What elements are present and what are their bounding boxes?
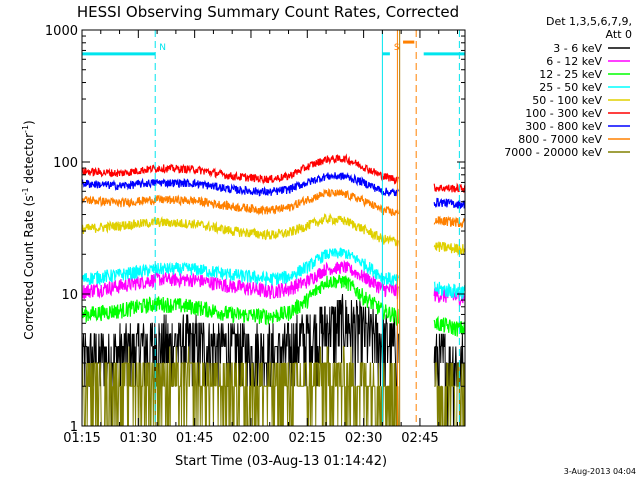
plot-frame	[81, 29, 466, 427]
legend-label-1: 3 - 6 keV	[553, 42, 602, 55]
series-2-segment-1	[81, 259, 399, 300]
x-tick-label: 01:45	[176, 431, 213, 446]
y-axis-label-end: )	[22, 120, 36, 125]
y-axis-label-mid: detector	[22, 133, 36, 188]
series-5-segment-1	[81, 212, 399, 247]
series-8-segment-2	[433, 215, 466, 229]
legend-label-5: 50 - 100 keV	[532, 94, 602, 107]
series-4-segment-1	[81, 247, 399, 286]
status-bar-label-n: N	[159, 43, 166, 53]
y-axis-label-main: Corrected Count Rate (s	[22, 195, 36, 339]
legend-header-attenuator: Att 0	[606, 28, 632, 41]
x-tick-label: 01:30	[120, 431, 157, 446]
legend-label-7: 300 - 800 keV	[525, 120, 602, 133]
y-axis-label-sup2: -1	[21, 125, 30, 133]
y-tick-label: 100	[53, 156, 78, 171]
x-tick-label: 02:45	[401, 431, 438, 446]
series-8	[81, 188, 466, 229]
axes: 01:15 01:30 01:45 02:00 02:15 02:30 02:45 1 10 10…	[45, 24, 466, 446]
x-tick-label: 02:15	[289, 431, 326, 446]
series-6-segment-1	[81, 153, 399, 185]
series-9-segment-1	[81, 346, 399, 427]
y-tick-label: 1000	[45, 24, 78, 39]
y-tick-label: 10	[61, 288, 78, 303]
series-7-segment-1	[81, 171, 399, 197]
legend-header-detectors: Det 1,3,5,6,7,9,	[546, 15, 632, 28]
status-bar-label-s: S	[394, 43, 400, 53]
x-axis-label: Start Time (03-Aug-13 01:14:42)	[175, 454, 387, 469]
y-axis-label-sup1: -1	[21, 187, 30, 195]
legend-label-4: 25 - 50 keV	[539, 81, 602, 94]
y-axis-label: Corrected Count Rate (s-1 detector-1)	[21, 120, 36, 339]
series-5	[81, 212, 466, 256]
y-tick-label: 1	[70, 420, 78, 435]
x-tick-label: 01:15	[63, 431, 100, 446]
legend-label-8: 800 - 7000 keV	[518, 133, 602, 146]
legend-label-6: 100 - 300 keV	[525, 107, 602, 120]
x-tick-label: 02:00	[232, 431, 269, 446]
plot-timestamp: 3-Aug-2013 04:04	[564, 467, 636, 476]
legend-label-3: 12 - 25 keV	[539, 68, 602, 81]
series-8-segment-1	[81, 188, 399, 217]
legend-label-2: 6 - 12 keV	[546, 55, 602, 68]
x-tick-label: 02:30	[345, 431, 382, 446]
series-3-segment-1	[81, 274, 399, 327]
chart-title: HESSI Observing Summary Count Rates, Cor…	[77, 3, 459, 21]
legend-label-9: 7000 - 20000 keV	[504, 146, 602, 159]
series-5-segment-2	[433, 241, 466, 256]
